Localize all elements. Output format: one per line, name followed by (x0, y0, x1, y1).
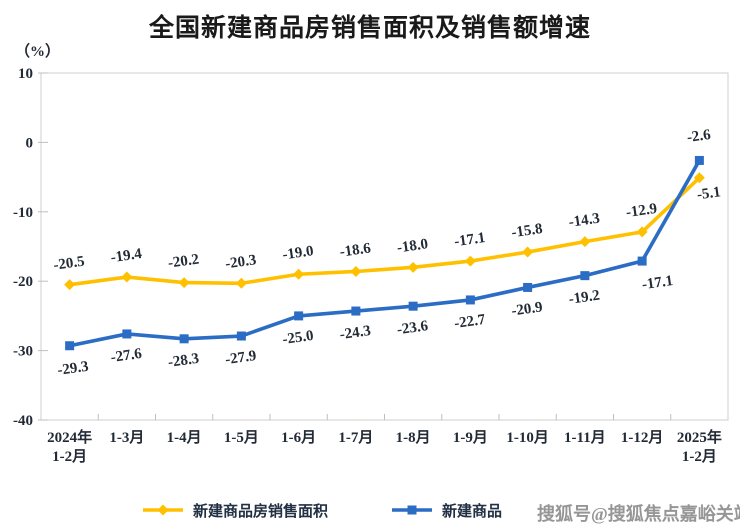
legend: 新建商品房销售面积 新建商品 (0, 498, 740, 524)
data-label: -18.6 (339, 240, 373, 260)
diamond-marker-icon (178, 277, 190, 289)
data-label: -25.0 (281, 328, 314, 348)
x-category-label: 1-3月 (109, 429, 144, 446)
square-marker-icon (392, 505, 432, 515)
data-label: -5.1 (696, 184, 722, 203)
data-label: -20.5 (52, 254, 85, 274)
x-category-label: 1-5月 (224, 429, 259, 446)
x-category-label: 1-7月 (338, 429, 373, 446)
square-marker-icon (236, 331, 246, 341)
data-label: -20.2 (167, 252, 200, 272)
square-marker-icon (179, 334, 189, 344)
square-marker-icon (408, 301, 418, 311)
data-label: -15.8 (510, 221, 543, 241)
square-marker-icon (294, 311, 304, 321)
legend-label-sales-area: 新建商品房销售面积 (193, 503, 329, 520)
y-tick-label: -40 (13, 413, 33, 429)
diamond-marker-icon (143, 504, 183, 516)
legend-item-sales-amount: 新建商品 (391, 498, 502, 522)
diamond-marker-icon (636, 226, 648, 238)
x-category-label: 1-4月 (167, 429, 202, 446)
diamond-marker-icon (693, 172, 705, 184)
square-marker-icon (465, 295, 475, 305)
data-label: -18.0 (396, 236, 429, 256)
x-category-label: 1-2月 (52, 448, 87, 465)
plot-area: 10 0 -10 -20 -30 -40 2024年 1-2月 1-3月 1-4月 1-5月 1-6月… (13, 66, 729, 465)
data-label: -23.6 (396, 318, 430, 338)
x-category-label: 1-10月 (506, 429, 549, 446)
square-marker-icon (65, 341, 75, 351)
diamond-marker-icon (407, 261, 419, 273)
x-category-label: 1-11月 (564, 429, 606, 446)
data-label: -28.3 (167, 351, 200, 371)
y-tick-label: -20 (13, 274, 33, 290)
diamond-marker-icon (350, 265, 362, 277)
data-label: -17.1 (453, 230, 486, 250)
square-marker-icon (523, 282, 533, 292)
data-label: -17.1 (641, 273, 674, 293)
x-category-label: 2025年 (677, 428, 722, 446)
data-label: -12.9 (625, 201, 658, 221)
watermark: 搜狐号@搜狐焦点嘉峪关站 (537, 504, 740, 524)
data-label: -2.6 (686, 127, 712, 146)
square-marker-icon (580, 271, 590, 281)
diamond-marker-icon (235, 277, 247, 289)
series-line (67, 158, 702, 348)
data-label: -20.9 (510, 299, 543, 319)
x-category-label: 1-8月 (396, 429, 431, 446)
x-category-label: 1-2月 (682, 448, 717, 465)
square-marker-icon (407, 505, 417, 515)
legend-label-sales-amount: 新建商品 (442, 503, 503, 520)
square-marker-icon (637, 256, 647, 266)
series-line (67, 175, 702, 287)
diamond-marker-icon (522, 246, 534, 258)
y-tick-label: 0 (26, 135, 34, 151)
plot-border (40, 72, 729, 421)
data-label: -19.0 (281, 243, 314, 263)
diamond-marker-icon (464, 255, 476, 267)
diamond-marker-icon (157, 504, 169, 516)
diamond-marker-icon (64, 279, 76, 291)
diamond-marker-icon (579, 236, 591, 248)
x-category-label: 1-9月 (453, 429, 488, 446)
diamond-marker-icon (121, 271, 133, 283)
data-label: -19.2 (568, 288, 601, 308)
square-marker-icon (694, 155, 704, 165)
square-marker-icon (122, 329, 132, 339)
data-label: -20.3 (224, 252, 257, 272)
series-sales-area: -20.5 -19.4 -20.2 -20.3 -19.0 -18.6 -18.0 -17.1… (52, 172, 722, 291)
legend-item-sales-area: 新建商品房销售面积 (142, 498, 328, 522)
y-tick-label: -30 (13, 344, 33, 360)
data-label: -29.3 (56, 359, 89, 379)
series-sales-amount: -29.3 -27.6 -28.3 -27.9 -25.0 -24.3 -23.6 -22.7… (56, 127, 712, 379)
data-label: -27.9 (224, 348, 257, 368)
y-tick-label: 10 (18, 66, 33, 82)
square-marker-icon (351, 306, 361, 316)
data-label: -22.7 (453, 312, 487, 332)
data-label: -19.4 (110, 246, 144, 266)
diamond-marker-icon (293, 268, 305, 280)
data-label: -24.3 (339, 323, 372, 343)
x-category-label: 1-12月 (621, 429, 664, 446)
x-category-label: 1-6月 (281, 429, 316, 446)
chart-title: 全国新建商品房销售面积及销售额增速 (148, 14, 591, 42)
data-label: -27.6 (110, 346, 144, 366)
x-category-label: 2024年 (47, 428, 92, 446)
y-axis-unit-label: （%） (15, 44, 61, 60)
data-label: -14.3 (568, 211, 601, 231)
y-tick-label: -10 (13, 205, 33, 221)
